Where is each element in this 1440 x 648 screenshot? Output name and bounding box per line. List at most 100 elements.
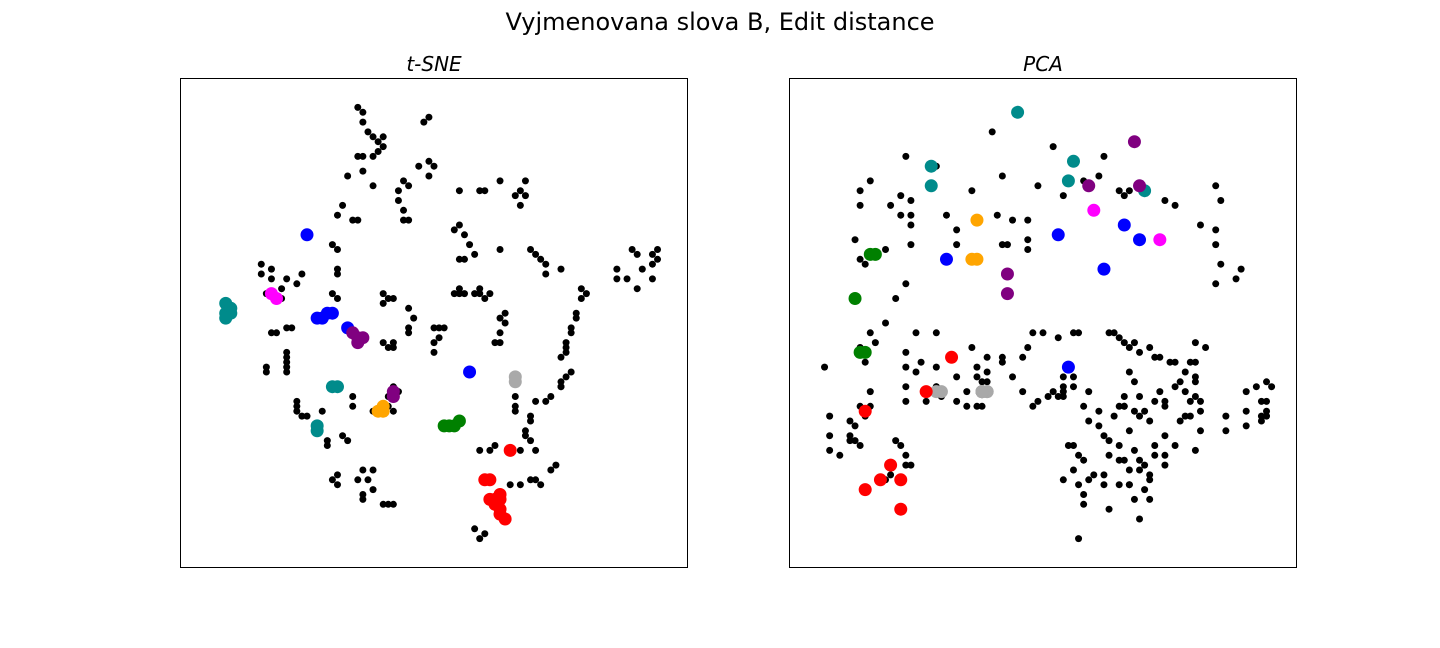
scatter-point-0-0-53 xyxy=(557,265,565,273)
scatter-point-1-0-163 xyxy=(1136,456,1144,464)
scatter-point-1-0-181 xyxy=(1090,471,1098,479)
scatter-point-1-8-4 xyxy=(873,473,887,487)
scatter-point-0-0-171 xyxy=(527,437,535,445)
scatter-point-1-8-3 xyxy=(884,458,898,472)
scatter-point-0-0-151 xyxy=(349,393,357,400)
scatter-point-1-0-107 xyxy=(1039,329,1047,337)
scatter-point-1-0-233 xyxy=(1044,393,1052,400)
scatter-point-0-1-8 xyxy=(310,419,324,433)
scatter-point-0-0-184 xyxy=(476,535,484,543)
scatter-point-1-0-5 xyxy=(998,172,1006,180)
scatter-point-1-0-47 xyxy=(907,241,915,249)
scatter-point-1-0-26 xyxy=(1212,280,1220,288)
scatter-point-1-0-210 xyxy=(1222,427,1230,435)
scatter-point-0-0-185 xyxy=(323,437,331,445)
scatter-point-1-0-136 xyxy=(1156,388,1164,396)
scatter-point-1-0-51 xyxy=(882,319,890,327)
scatter-point-1-0-221 xyxy=(1242,422,1250,430)
scatter-point-1-0-226 xyxy=(1130,339,1138,347)
scatter-point-1-0-179 xyxy=(1059,476,1067,484)
scatter-point-1-0-162 xyxy=(1120,456,1128,464)
scatter-point-1-0-90 xyxy=(836,451,844,459)
scatter-point-1-0-208 xyxy=(1186,397,1194,405)
scatter-point-0-3-1 xyxy=(270,292,284,305)
scatter-point-1-0-109 xyxy=(1024,344,1032,351)
scatter-point-1-0-98 xyxy=(932,329,940,337)
scatter-point-0-0-78 xyxy=(298,270,306,278)
scatter-point-1-0-150 xyxy=(1059,373,1067,381)
scatter-point-1-0-180 xyxy=(1085,476,1093,484)
scatter-point-1-1-3 xyxy=(1066,154,1080,168)
scatter-point-1-0-125 xyxy=(1146,344,1154,351)
scatter-point-0-5-2 xyxy=(376,399,390,413)
scatter-point-1-0-223 xyxy=(1257,417,1265,425)
scatter-point-1-0-227 xyxy=(1191,358,1199,366)
scatter-point-1-0-196 xyxy=(1120,393,1128,400)
scatter-point-1-0-140 xyxy=(1136,393,1144,400)
scatter-point-0-0-167 xyxy=(527,412,535,420)
scatter-point-1-0-15 xyxy=(1125,187,1133,195)
scatter-point-0-0-177 xyxy=(532,476,540,484)
scatter-point-0-0-125 xyxy=(435,324,443,332)
scatter-point-1-0-138 xyxy=(1151,397,1159,405)
scatter-point-1-0-152 xyxy=(1059,388,1067,396)
scatter-point-1-0-53 xyxy=(866,329,874,337)
scatter-point-1-0-213 xyxy=(1242,388,1250,396)
scatter-point-0-0-183 xyxy=(481,530,489,538)
scatter-point-1-0-225 xyxy=(1110,329,1118,337)
scatter-point-1-8-0 xyxy=(945,350,959,364)
scatter-point-0-0-163 xyxy=(511,393,519,400)
scatter-point-0-7-1 xyxy=(508,375,522,389)
scatter-point-1-0-73 xyxy=(902,397,910,405)
scatter-point-1-0-167 xyxy=(1146,476,1154,484)
scatter-point-0-0-166 xyxy=(532,397,540,405)
scatter-point-1-0-29 xyxy=(856,201,864,209)
scatter-point-1-0-25 xyxy=(1232,275,1240,283)
scatter-point-1-0-32 xyxy=(907,211,915,219)
scatter-point-0-0-47 xyxy=(455,255,463,263)
scatter-point-1-0-228 xyxy=(1146,417,1154,425)
scatter-point-0-0-27 xyxy=(516,187,524,195)
scatter-point-1-0-84 xyxy=(851,437,859,445)
scatter-point-0-0-161 xyxy=(486,446,494,454)
scatter-point-1-0-110 xyxy=(998,358,1006,366)
scatter-point-1-0-220 xyxy=(1263,407,1271,415)
scatter-point-1-0-121 xyxy=(1115,334,1123,342)
scatter-point-1-0-205 xyxy=(1196,397,1204,405)
scatter-point-1-0-215 xyxy=(1252,383,1260,391)
scatter-point-0-0-88 xyxy=(410,314,418,322)
scatter-point-1-0-18 xyxy=(1212,182,1220,190)
scatter-point-0-0-60 xyxy=(648,250,656,258)
scatter-point-1-0-192 xyxy=(1105,505,1113,513)
scatter-point-1-0-1 xyxy=(1049,143,1057,151)
scatter-point-0-0-136 xyxy=(267,329,275,337)
scatter-point-1-0-224 xyxy=(1263,412,1271,420)
scatter-point-0-0-84 xyxy=(384,295,392,302)
scatter-point-1-0-130 xyxy=(1191,339,1199,347)
scatter-point-0-0-178 xyxy=(537,481,545,489)
scatter-point-1-8-1 xyxy=(919,385,933,399)
scatter-point-0-0-30 xyxy=(521,192,529,200)
scatter-point-1-0-155 xyxy=(1095,422,1103,430)
scatter-point-0-0-93 xyxy=(460,290,468,298)
scatter-point-0-0-54 xyxy=(542,270,550,278)
scatter-point-0-0-132 xyxy=(389,339,397,347)
scatter-point-1-0-57 xyxy=(902,348,910,356)
scatter-point-0-0-130 xyxy=(379,339,387,347)
scatter-point-0-0-195 xyxy=(333,471,341,479)
scatter-point-1-0-24 xyxy=(1237,265,1245,273)
scatter-point-0-0-89 xyxy=(405,324,413,332)
scatter-point-0-0-150 xyxy=(349,402,357,410)
scatter-point-1-0-43 xyxy=(851,236,859,244)
scatter-point-0-0-21 xyxy=(400,177,408,185)
scatter-point-0-0-63 xyxy=(648,260,656,268)
scatter-point-0-0-80 xyxy=(257,270,265,278)
scatter-point-0-0-35 xyxy=(400,216,408,224)
scatter-point-0-0-6 xyxy=(369,133,377,141)
scatter-point-0-4-3 xyxy=(356,331,370,345)
scatter-point-0-0-98 xyxy=(496,314,504,322)
scatter-point-0-0-51 xyxy=(537,255,545,263)
scatter-point-1-0-69 xyxy=(983,378,991,386)
scatter-point-0-0-11 xyxy=(369,152,377,160)
